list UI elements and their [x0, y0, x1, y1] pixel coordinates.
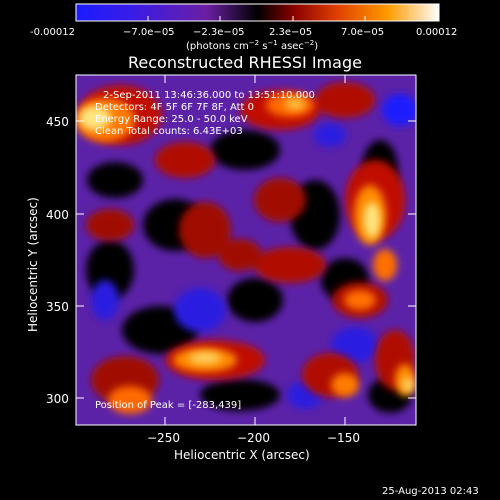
image-bright-regions [79, 98, 414, 393]
plot-frame [75, 74, 417, 426]
image-info: 2-Sep-2011 13:46:36.000 to 13:51:10.000 … [95, 90, 315, 411]
plot-title: Reconstructed RHESSI Image [128, 53, 362, 72]
y-tick-label-0: 450 [46, 115, 69, 129]
colorbar-tick-3: 2.3e−05 [269, 27, 312, 38]
colorbar-tick-0: -0.00012 [30, 27, 75, 38]
info-counts: Clean Total counts: 6.43E+03 [95, 126, 243, 137]
colorbar-tick-2: −2.3e−05 [193, 27, 245, 38]
y-tick-label-3: 300 [46, 392, 69, 406]
info-energy-range: Energy Range: 25.0 - 50.0 keV [95, 114, 248, 125]
colorbar-tick-marks [75, 16, 439, 21]
colorbar-units: (photons cm−2 s−1 asec−2) [186, 39, 318, 52]
rhessi-image [76, 75, 416, 425]
x-axis-ticks [164, 75, 346, 425]
colorbar: -0.00012 −7.0e−05 −2.3e−05 2.3e−05 7.0e−… [30, 3, 457, 52]
image-blue-regions [91, 94, 416, 409]
colorbar-tick-5: 0.00012 [416, 27, 457, 38]
info-detectors: Detectors: 4F 5F 6F 7F 8F, Att 0 [95, 102, 254, 113]
x-tick-label-0: −250 [147, 431, 180, 445]
y-tick-label-2: 350 [46, 300, 69, 314]
info-time-range: 2-Sep-2011 13:46:36.000 to 13:51:10.000 [103, 90, 315, 101]
info-peak: Position of Peak = [-283,439] [95, 400, 241, 411]
x-tick-label-2: −150 [327, 431, 360, 445]
colorbar-gradient [75, 3, 440, 22]
x-axis-label: Heliocentric X (arcsec) [174, 448, 310, 462]
y-axis-label: Heliocentric Y (arcsec) [26, 197, 40, 332]
colorbar-tick-4: 7.0e−05 [341, 27, 384, 38]
y-axis-ticks [76, 120, 416, 399]
y-tick-label-1: 400 [46, 208, 69, 222]
colorbar-tick-1: −7.0e−05 [123, 27, 175, 38]
x-tick-label-1: −200 [237, 431, 270, 445]
footer-timestamp: 25-Aug-2013 02:43 [382, 486, 479, 497]
